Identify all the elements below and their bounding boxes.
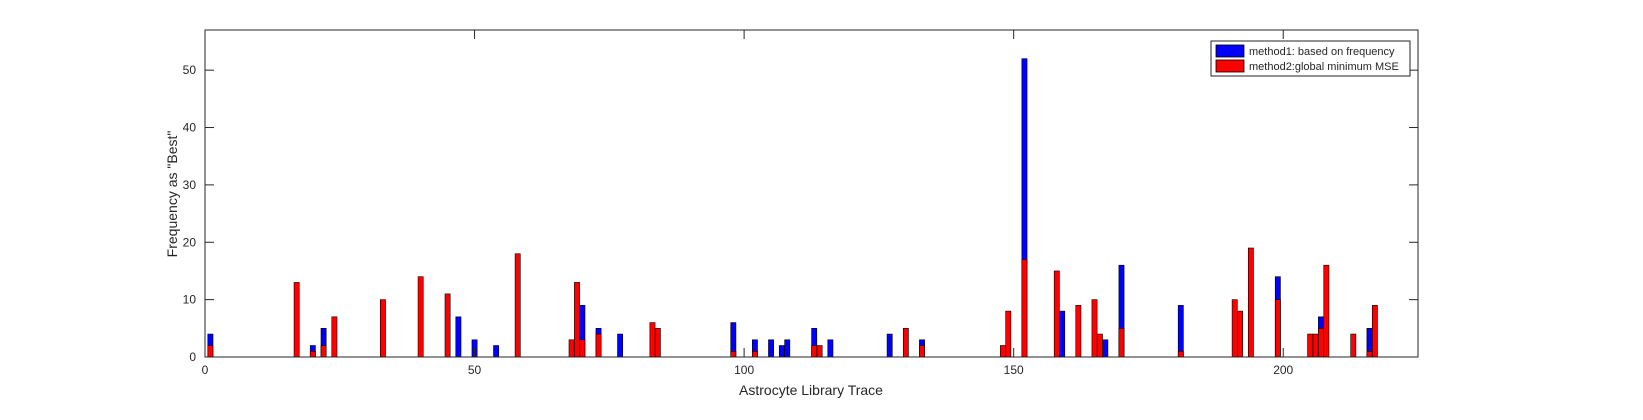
bar-series-2: [444, 293, 451, 358]
bar-series-1: [784, 339, 791, 358]
bar-series-2: [1371, 305, 1378, 358]
bar-series-2: [1323, 264, 1330, 358]
legend-label: method2:global minimum MSE: [1249, 61, 1399, 73]
bar-series-1: [886, 333, 893, 358]
bar-series-2: [417, 276, 424, 358]
x-axis-label: Astrocyte Library Trace: [739, 382, 883, 398]
bar-series-2: [1274, 299, 1281, 358]
bar-series-2: [1231, 299, 1238, 358]
y-tick-label: 30: [183, 178, 197, 192]
bar-series-2: [654, 328, 661, 358]
bar-series-1: [1177, 305, 1184, 358]
x-tick-label: 150: [1004, 363, 1024, 377]
bar-series-2: [309, 350, 316, 358]
bar-series-2: [1366, 350, 1373, 358]
bar-series-2: [902, 328, 909, 358]
bar-series-2: [1177, 350, 1184, 358]
bar-series-2: [1053, 270, 1060, 358]
axes-layer: [204, 29, 1419, 358]
y-tick-label: 40: [183, 121, 197, 135]
y-tick-label: 20: [183, 235, 197, 249]
x-tick-label: 50: [468, 363, 482, 377]
bar-series-2: [751, 350, 758, 358]
bar-series-1: [493, 345, 500, 358]
bar-series-2: [331, 316, 338, 358]
bar-series-1: [1102, 339, 1109, 358]
bar-series-2: [1307, 333, 1314, 358]
bar-series-2: [320, 345, 327, 358]
bar-series-2: [514, 253, 521, 358]
bar-series-2: [816, 345, 823, 358]
legend-swatch: [1215, 59, 1245, 73]
bar-series-2: [1021, 259, 1028, 358]
bar-series-2: [730, 350, 737, 358]
bar-series-2: [1097, 333, 1103, 358]
bar-series-2: [1091, 299, 1098, 358]
bar-series-2: [574, 282, 580, 358]
bar-series-2: [595, 333, 602, 358]
bar-series-1: [768, 339, 774, 358]
bar-series-1: [455, 316, 462, 358]
bar-series-1: [617, 333, 624, 358]
legend-label: method1: based on frequency: [1249, 46, 1395, 58]
y-tick-label: 0: [189, 350, 196, 364]
bar-series-2: [1312, 333, 1319, 358]
bar-series-1: [1059, 310, 1066, 358]
bar-series-2: [649, 322, 656, 358]
y-tick-label: 10: [183, 293, 197, 307]
bars-layer: [207, 58, 1378, 358]
legend: method1: based on frequency method2:globa…: [1210, 40, 1411, 77]
y-tick-label: 50: [183, 63, 197, 77]
bar-series-2: [568, 339, 575, 358]
ticks-layer: 0 50 100 150 200 0 10 20 30 40 50: [183, 30, 1418, 377]
bar-series-2: [1237, 310, 1243, 358]
bar-series-2: [1350, 333, 1357, 358]
bar-series-2: [579, 339, 586, 358]
bar-series-1: [827, 339, 834, 358]
legend-swatch: [1215, 44, 1245, 58]
bar-series-2: [811, 345, 818, 358]
bar-series-2: [207, 345, 214, 358]
y-axis-label: Frequency as "Best": [164, 131, 180, 258]
bar-series-2: [1118, 328, 1125, 358]
bar-series-2: [1318, 328, 1324, 358]
bar-series-2: [293, 282, 300, 358]
x-tick-label: 200: [1273, 363, 1293, 377]
bar-series-1: [778, 345, 785, 358]
bar-series-2: [999, 345, 1006, 358]
bar-series-2: [1247, 247, 1254, 358]
x-tick-label: 100: [734, 363, 754, 377]
bar-series-2: [1005, 310, 1012, 358]
plot-box: [204, 29, 1419, 358]
bar-series-2: [919, 345, 925, 358]
bar-series-2: [380, 299, 386, 358]
x-tick-label: 0: [202, 363, 209, 377]
bar-series-2: [1075, 305, 1082, 358]
